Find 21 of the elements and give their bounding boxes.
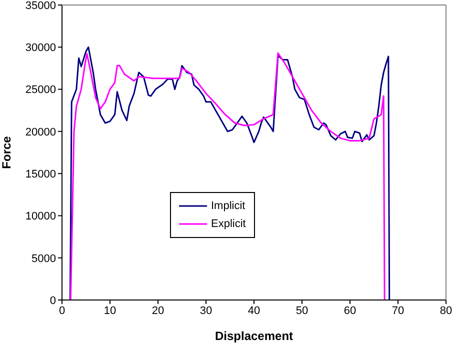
x-tick-label: 30 <box>200 304 212 317</box>
y-axis-title: Force <box>0 136 14 169</box>
x-tick-label: 10 <box>104 304 116 317</box>
legend-label: Implicit <box>211 199 246 214</box>
x-tick-label: 40 <box>248 304 260 317</box>
x-tick-label: 20 <box>152 304 164 317</box>
x-tick-label: 0 <box>58 304 66 317</box>
legend-label: Explicit <box>211 217 246 232</box>
y-tick-label: 5000 <box>32 252 56 265</box>
x-tick-label: 60 <box>344 304 356 317</box>
y-tick-label: 25000 <box>25 84 56 96</box>
x-axis-title: Displacement <box>214 329 294 343</box>
y-tick-label: 0 <box>50 294 56 307</box>
y-tick-label: 10000 <box>25 210 56 223</box>
x-tick-label: 80 <box>440 304 452 317</box>
x-tick-label: 50 <box>296 304 308 317</box>
y-tick-label: 30000 <box>25 42 56 54</box>
x-tick-label: 70 <box>392 304 404 317</box>
y-tick-label: 35000 <box>25 0 56 12</box>
y-tick-label: 20000 <box>25 126 56 138</box>
y-tick-label: 15000 <box>25 168 56 180</box>
